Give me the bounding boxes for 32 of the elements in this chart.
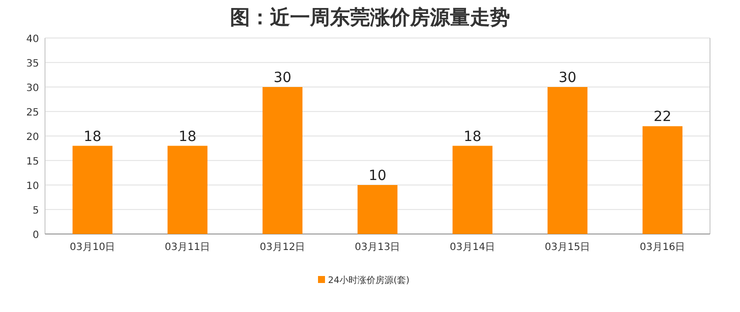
data-label: 18 bbox=[178, 128, 196, 145]
data-label: 10 bbox=[368, 168, 386, 184]
x-tick-label: 03月16日 bbox=[640, 242, 686, 253]
bar bbox=[262, 87, 302, 234]
y-tick-label: 5 bbox=[32, 206, 39, 216]
bar bbox=[548, 87, 588, 234]
bar bbox=[358, 185, 398, 234]
y-tick-label: 0 bbox=[32, 230, 39, 241]
y-tick-label: 10 bbox=[26, 181, 39, 192]
x-tick-label: 03月13日 bbox=[354, 242, 400, 253]
data-label: 22 bbox=[654, 109, 672, 126]
y-tick-label: 15 bbox=[26, 156, 39, 168]
chart-title: 图：近一周东莞涨价房源量走势 bbox=[230, 5, 510, 29]
bar bbox=[168, 146, 208, 234]
bar bbox=[72, 146, 112, 234]
y-tick-label: 20 bbox=[26, 132, 39, 143]
x-tick-label: 03月14日 bbox=[450, 242, 496, 253]
y-tick-label: 25 bbox=[26, 108, 39, 118]
x-tick-label: 03月12日 bbox=[260, 242, 306, 253]
bar bbox=[642, 126, 682, 234]
data-label: 30 bbox=[558, 70, 576, 86]
y-tick-label: 40 bbox=[26, 34, 39, 45]
legend-label: 24小时涨价房源(套) bbox=[328, 275, 410, 286]
x-tick-label: 03月15日 bbox=[544, 242, 590, 253]
y-tick-label: 30 bbox=[26, 83, 39, 94]
y-tick-label: 35 bbox=[26, 58, 39, 70]
data-label: 18 bbox=[464, 128, 482, 145]
x-tick-label: 03月11日 bbox=[164, 242, 210, 253]
x-tick-label: 03月10日 bbox=[70, 242, 116, 253]
bar bbox=[452, 146, 492, 234]
data-label: 18 bbox=[84, 128, 102, 145]
data-label: 30 bbox=[274, 70, 292, 86]
